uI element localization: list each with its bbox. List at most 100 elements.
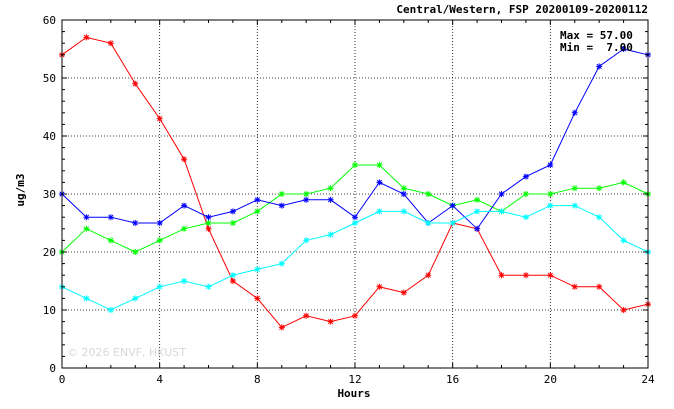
data-point [620, 307, 627, 313]
axis-ticks: 0 10 20 30 40 50 60 0 4 8 12 16 20 24 [43, 14, 655, 386]
data-point [132, 220, 139, 226]
data-point [327, 196, 334, 203]
y-axis-title: ug/m3 [14, 173, 27, 206]
data-point [547, 162, 554, 168]
y-tick-label: 20 [43, 246, 56, 259]
data-point [254, 295, 261, 302]
data-point [449, 202, 456, 209]
series-4 [59, 202, 651, 313]
data-point [107, 237, 114, 244]
data-point [571, 283, 578, 290]
data-point [132, 80, 139, 87]
data-point [596, 283, 603, 290]
data-point [132, 295, 139, 302]
data-point [376, 179, 383, 186]
data-point [156, 220, 163, 226]
data-point [620, 179, 627, 186]
data-point [83, 214, 90, 221]
data-point [522, 272, 529, 279]
data-point [107, 40, 114, 47]
data-point [278, 324, 285, 331]
data-point [400, 191, 407, 197]
data-point [596, 214, 603, 221]
series-line [61, 48, 649, 230]
data-point [620, 46, 627, 52]
x-tick-label: 16 [446, 373, 459, 386]
x-tick-label: 20 [544, 373, 557, 386]
data-point [327, 185, 334, 192]
data-point [522, 191, 529, 197]
data-point [376, 162, 383, 168]
data-point [474, 208, 481, 215]
data-point [498, 208, 505, 215]
data-point [83, 225, 90, 232]
data-point [229, 272, 236, 279]
data-point [327, 318, 334, 325]
x-tick-label: 24 [641, 373, 655, 386]
data-point [547, 191, 554, 197]
y-tick-label: 40 [43, 130, 56, 143]
data-point [83, 34, 90, 41]
data-point [254, 208, 261, 215]
data-point [205, 283, 212, 290]
data-point [596, 185, 603, 192]
data-point [571, 185, 578, 192]
data-point [547, 202, 554, 209]
x-tick-label: 0 [59, 373, 66, 386]
data-point [278, 202, 285, 209]
y-tick-label: 50 [43, 72, 56, 85]
data-point [132, 249, 139, 255]
series-2 [59, 162, 651, 255]
data-point [352, 220, 358, 226]
data-point [303, 191, 310, 197]
data-point [205, 225, 212, 232]
watermark: © 2026 ENVF, HKUST [67, 346, 186, 359]
data-point [571, 202, 578, 209]
data-point [425, 191, 432, 197]
data-point [425, 272, 432, 279]
data-point [474, 196, 481, 203]
data-point [498, 191, 505, 197]
data-point [181, 156, 188, 163]
data-point [229, 208, 236, 215]
data-point [254, 196, 261, 203]
data-point [400, 208, 407, 215]
data-point [107, 214, 114, 221]
data-point [522, 214, 529, 221]
y-tick-label: 30 [43, 188, 56, 201]
data-point [596, 63, 603, 70]
data-point [156, 237, 163, 244]
series-3 [59, 46, 651, 232]
chart-title: Central/Western, FSP 20200109-20200112 [396, 3, 648, 16]
data-point [254, 266, 261, 273]
data-point [156, 283, 163, 290]
data-point [425, 220, 432, 226]
data-point [229, 220, 236, 226]
data-point [474, 225, 481, 232]
data-point [205, 214, 212, 221]
data-point [400, 289, 407, 296]
data-point [303, 196, 310, 203]
data-point [83, 295, 90, 302]
data-point [156, 115, 163, 122]
data-point [181, 202, 188, 209]
data-point [449, 220, 456, 226]
x-tick-label: 8 [254, 373, 261, 386]
data-point [522, 173, 529, 180]
data-point [327, 231, 334, 238]
data-point [205, 220, 212, 226]
data-point [278, 191, 285, 197]
x-axis-title: Hours [337, 387, 370, 400]
data-point [229, 278, 236, 284]
series-line [61, 164, 649, 253]
data-point [303, 237, 310, 244]
data-point [547, 272, 554, 279]
min-stat-label: Min = 7.00 [560, 41, 633, 54]
y-tick-label: 0 [49, 362, 56, 375]
data-point [352, 162, 358, 168]
data-point [107, 307, 114, 313]
y-tick-label: 60 [43, 14, 56, 27]
data-point [352, 312, 358, 319]
data-point [181, 278, 188, 284]
